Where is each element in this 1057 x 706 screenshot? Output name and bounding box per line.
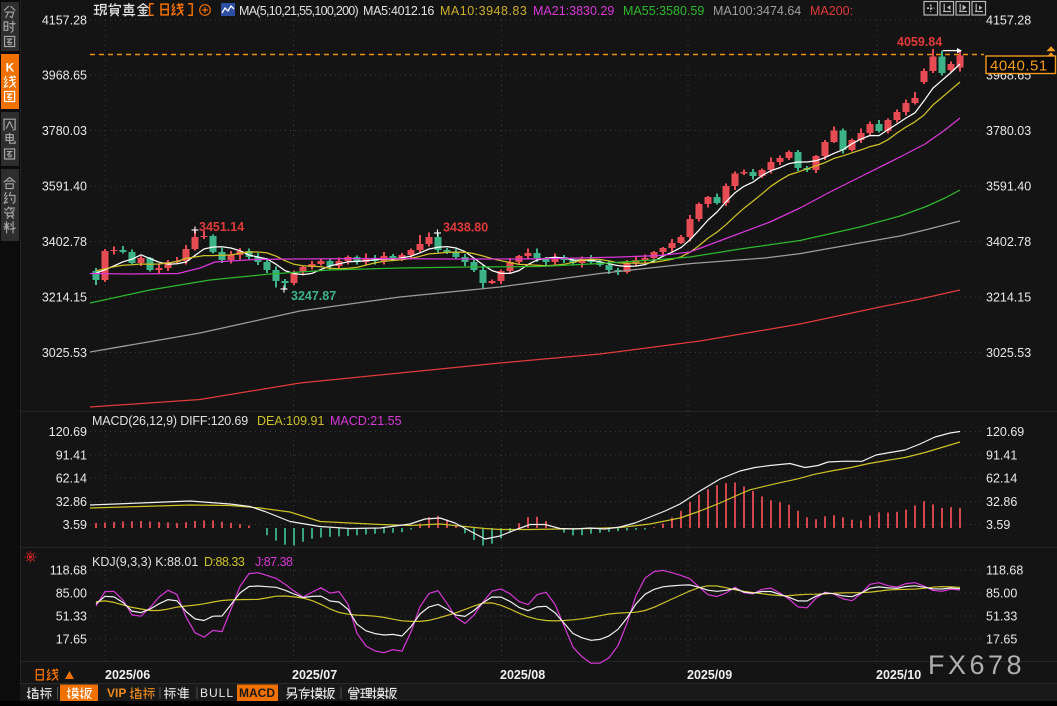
svg-text:K: K bbox=[6, 61, 15, 75]
svg-text:MACD(26,12,9) DIFF:120.69: MACD(26,12,9) DIFF:120.69 bbox=[92, 414, 248, 428]
svg-text:MA(5,10,21,55,100,200): MA(5,10,21,55,100,200) bbox=[239, 4, 359, 18]
svg-text:118.68: 118.68 bbox=[986, 564, 1023, 578]
svg-text:VIP: VIP bbox=[107, 686, 126, 700]
svg-text:51.33: 51.33 bbox=[56, 610, 87, 624]
svg-text:3591.40: 3591.40 bbox=[42, 180, 87, 194]
svg-text:17.65: 17.65 bbox=[986, 633, 1017, 647]
svg-text:91.41: 91.41 bbox=[986, 449, 1017, 463]
svg-text:MACD: MACD bbox=[239, 686, 275, 700]
svg-text:3247.87: 3247.87 bbox=[291, 289, 336, 303]
svg-text:BULL: BULL bbox=[200, 686, 234, 700]
svg-text:3.59: 3.59 bbox=[986, 518, 1010, 532]
svg-text:4040.51: 4040.51 bbox=[990, 58, 1048, 75]
svg-text:85.00: 85.00 bbox=[986, 587, 1017, 601]
svg-text:118.68: 118.68 bbox=[50, 564, 87, 578]
svg-text:120.69: 120.69 bbox=[49, 425, 87, 439]
svg-text:3968.65: 3968.65 bbox=[42, 69, 87, 83]
svg-text:62.14: 62.14 bbox=[986, 472, 1017, 486]
svg-text:62.14: 62.14 bbox=[56, 472, 87, 486]
svg-text:3438.80: 3438.80 bbox=[443, 221, 488, 235]
svg-text:4059.84: 4059.84 bbox=[897, 35, 942, 49]
svg-text:3214.15: 3214.15 bbox=[42, 291, 87, 305]
svg-text:32.86: 32.86 bbox=[986, 495, 1017, 509]
svg-text:MA21:3830.29: MA21:3830.29 bbox=[533, 4, 614, 18]
svg-text:2025/10: 2025/10 bbox=[876, 668, 921, 682]
svg-text:3780.03: 3780.03 bbox=[986, 124, 1031, 138]
svg-text:32.86: 32.86 bbox=[56, 495, 87, 509]
svg-text:3.59: 3.59 bbox=[63, 518, 87, 532]
svg-text:MA100:3474.64: MA100:3474.64 bbox=[713, 4, 801, 18]
svg-text:120.69: 120.69 bbox=[986, 425, 1024, 439]
svg-text:3025.53: 3025.53 bbox=[42, 346, 87, 360]
svg-text:2025/06: 2025/06 bbox=[105, 668, 150, 682]
svg-text:KDJ(9,3,3) K:88.01: KDJ(9,3,3) K:88.01 bbox=[92, 555, 198, 569]
svg-text:3451.14: 3451.14 bbox=[199, 220, 244, 234]
svg-text:3025.53: 3025.53 bbox=[986, 346, 1031, 360]
svg-text:MA200:: MA200: bbox=[810, 4, 853, 18]
svg-text:91.41: 91.41 bbox=[56, 449, 87, 463]
svg-text:3214.15: 3214.15 bbox=[986, 291, 1031, 305]
svg-text:2025/08: 2025/08 bbox=[500, 668, 545, 682]
svg-text:MA5:4012.16: MA5:4012.16 bbox=[363, 4, 434, 18]
svg-text:J:87.38: J:87.38 bbox=[255, 555, 293, 569]
svg-text:2025/07: 2025/07 bbox=[292, 668, 337, 682]
svg-text:4157.28: 4157.28 bbox=[986, 14, 1031, 28]
svg-text:FX678: FX678 bbox=[928, 650, 1025, 680]
svg-text:3402.78: 3402.78 bbox=[986, 235, 1031, 249]
svg-text:4157.28: 4157.28 bbox=[42, 14, 87, 28]
svg-text:MA10:3948.83: MA10:3948.83 bbox=[440, 4, 527, 18]
svg-text:51.33: 51.33 bbox=[986, 610, 1017, 624]
svg-text:D:88.33: D:88.33 bbox=[204, 555, 245, 569]
svg-text:3780.03: 3780.03 bbox=[42, 124, 87, 138]
svg-text:17.65: 17.65 bbox=[56, 633, 87, 647]
svg-text:2025/09: 2025/09 bbox=[687, 668, 732, 682]
svg-text:3402.78: 3402.78 bbox=[42, 235, 87, 249]
svg-text:3591.40: 3591.40 bbox=[986, 180, 1031, 194]
svg-text:MA55:3580.59: MA55:3580.59 bbox=[623, 4, 704, 18]
svg-text:DEA:109.91: DEA:109.91 bbox=[257, 414, 324, 428]
svg-text:85.00: 85.00 bbox=[56, 587, 87, 601]
svg-text:MACD:21.55: MACD:21.55 bbox=[330, 414, 402, 428]
